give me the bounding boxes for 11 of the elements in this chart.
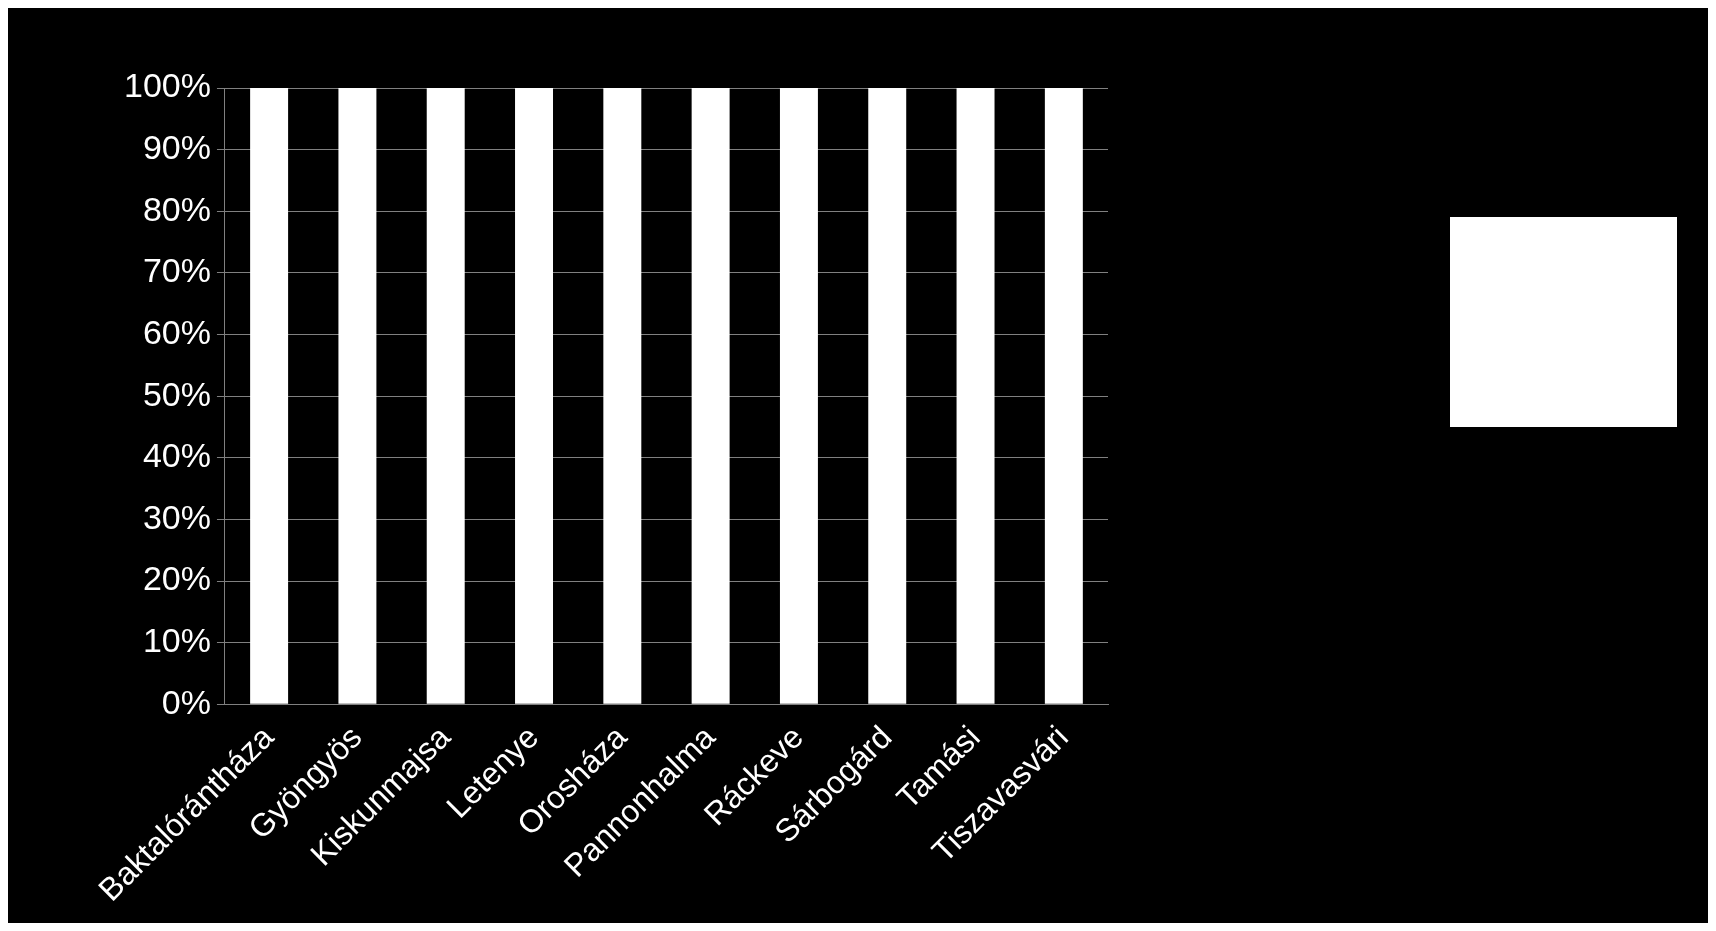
y-tick-label: 70% bbox=[142, 251, 211, 290]
y-tick-label: 60% bbox=[142, 312, 211, 351]
y-tick-label: 90% bbox=[142, 128, 211, 167]
y-tick-label: 50% bbox=[142, 374, 211, 413]
y-tick-label: 30% bbox=[142, 497, 211, 536]
y-tick-label: 20% bbox=[142, 559, 211, 598]
y-tick-label: 10% bbox=[142, 621, 211, 660]
y-tick-label: 0% bbox=[161, 682, 211, 721]
y-tick-label: 100% bbox=[123, 66, 211, 105]
y-tick-label: 40% bbox=[142, 436, 211, 475]
y-tick-label: 80% bbox=[142, 189, 211, 228]
